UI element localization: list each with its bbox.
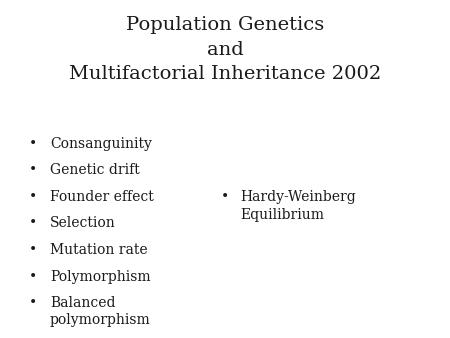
Text: •: • [29,296,37,310]
Text: Selection: Selection [50,216,116,231]
Text: •: • [29,163,37,177]
Text: •: • [221,190,229,204]
Text: •: • [29,216,37,231]
Text: •: • [29,137,37,150]
Text: Genetic drift: Genetic drift [50,163,140,177]
Text: Population Genetics
and
Multifactorial Inheritance 2002: Population Genetics and Multifactorial I… [69,17,381,83]
Text: •: • [29,190,37,204]
Text: Polymorphism: Polymorphism [50,270,151,284]
Text: •: • [29,270,37,284]
Text: •: • [29,243,37,257]
Text: Hardy-Weinberg
Equilibrium: Hardy-Weinberg Equilibrium [240,190,356,222]
Text: Consanguinity: Consanguinity [50,137,152,150]
Text: Founder effect: Founder effect [50,190,154,204]
Text: Balanced
polymorphism: Balanced polymorphism [50,296,151,328]
Text: Mutation rate: Mutation rate [50,243,148,257]
